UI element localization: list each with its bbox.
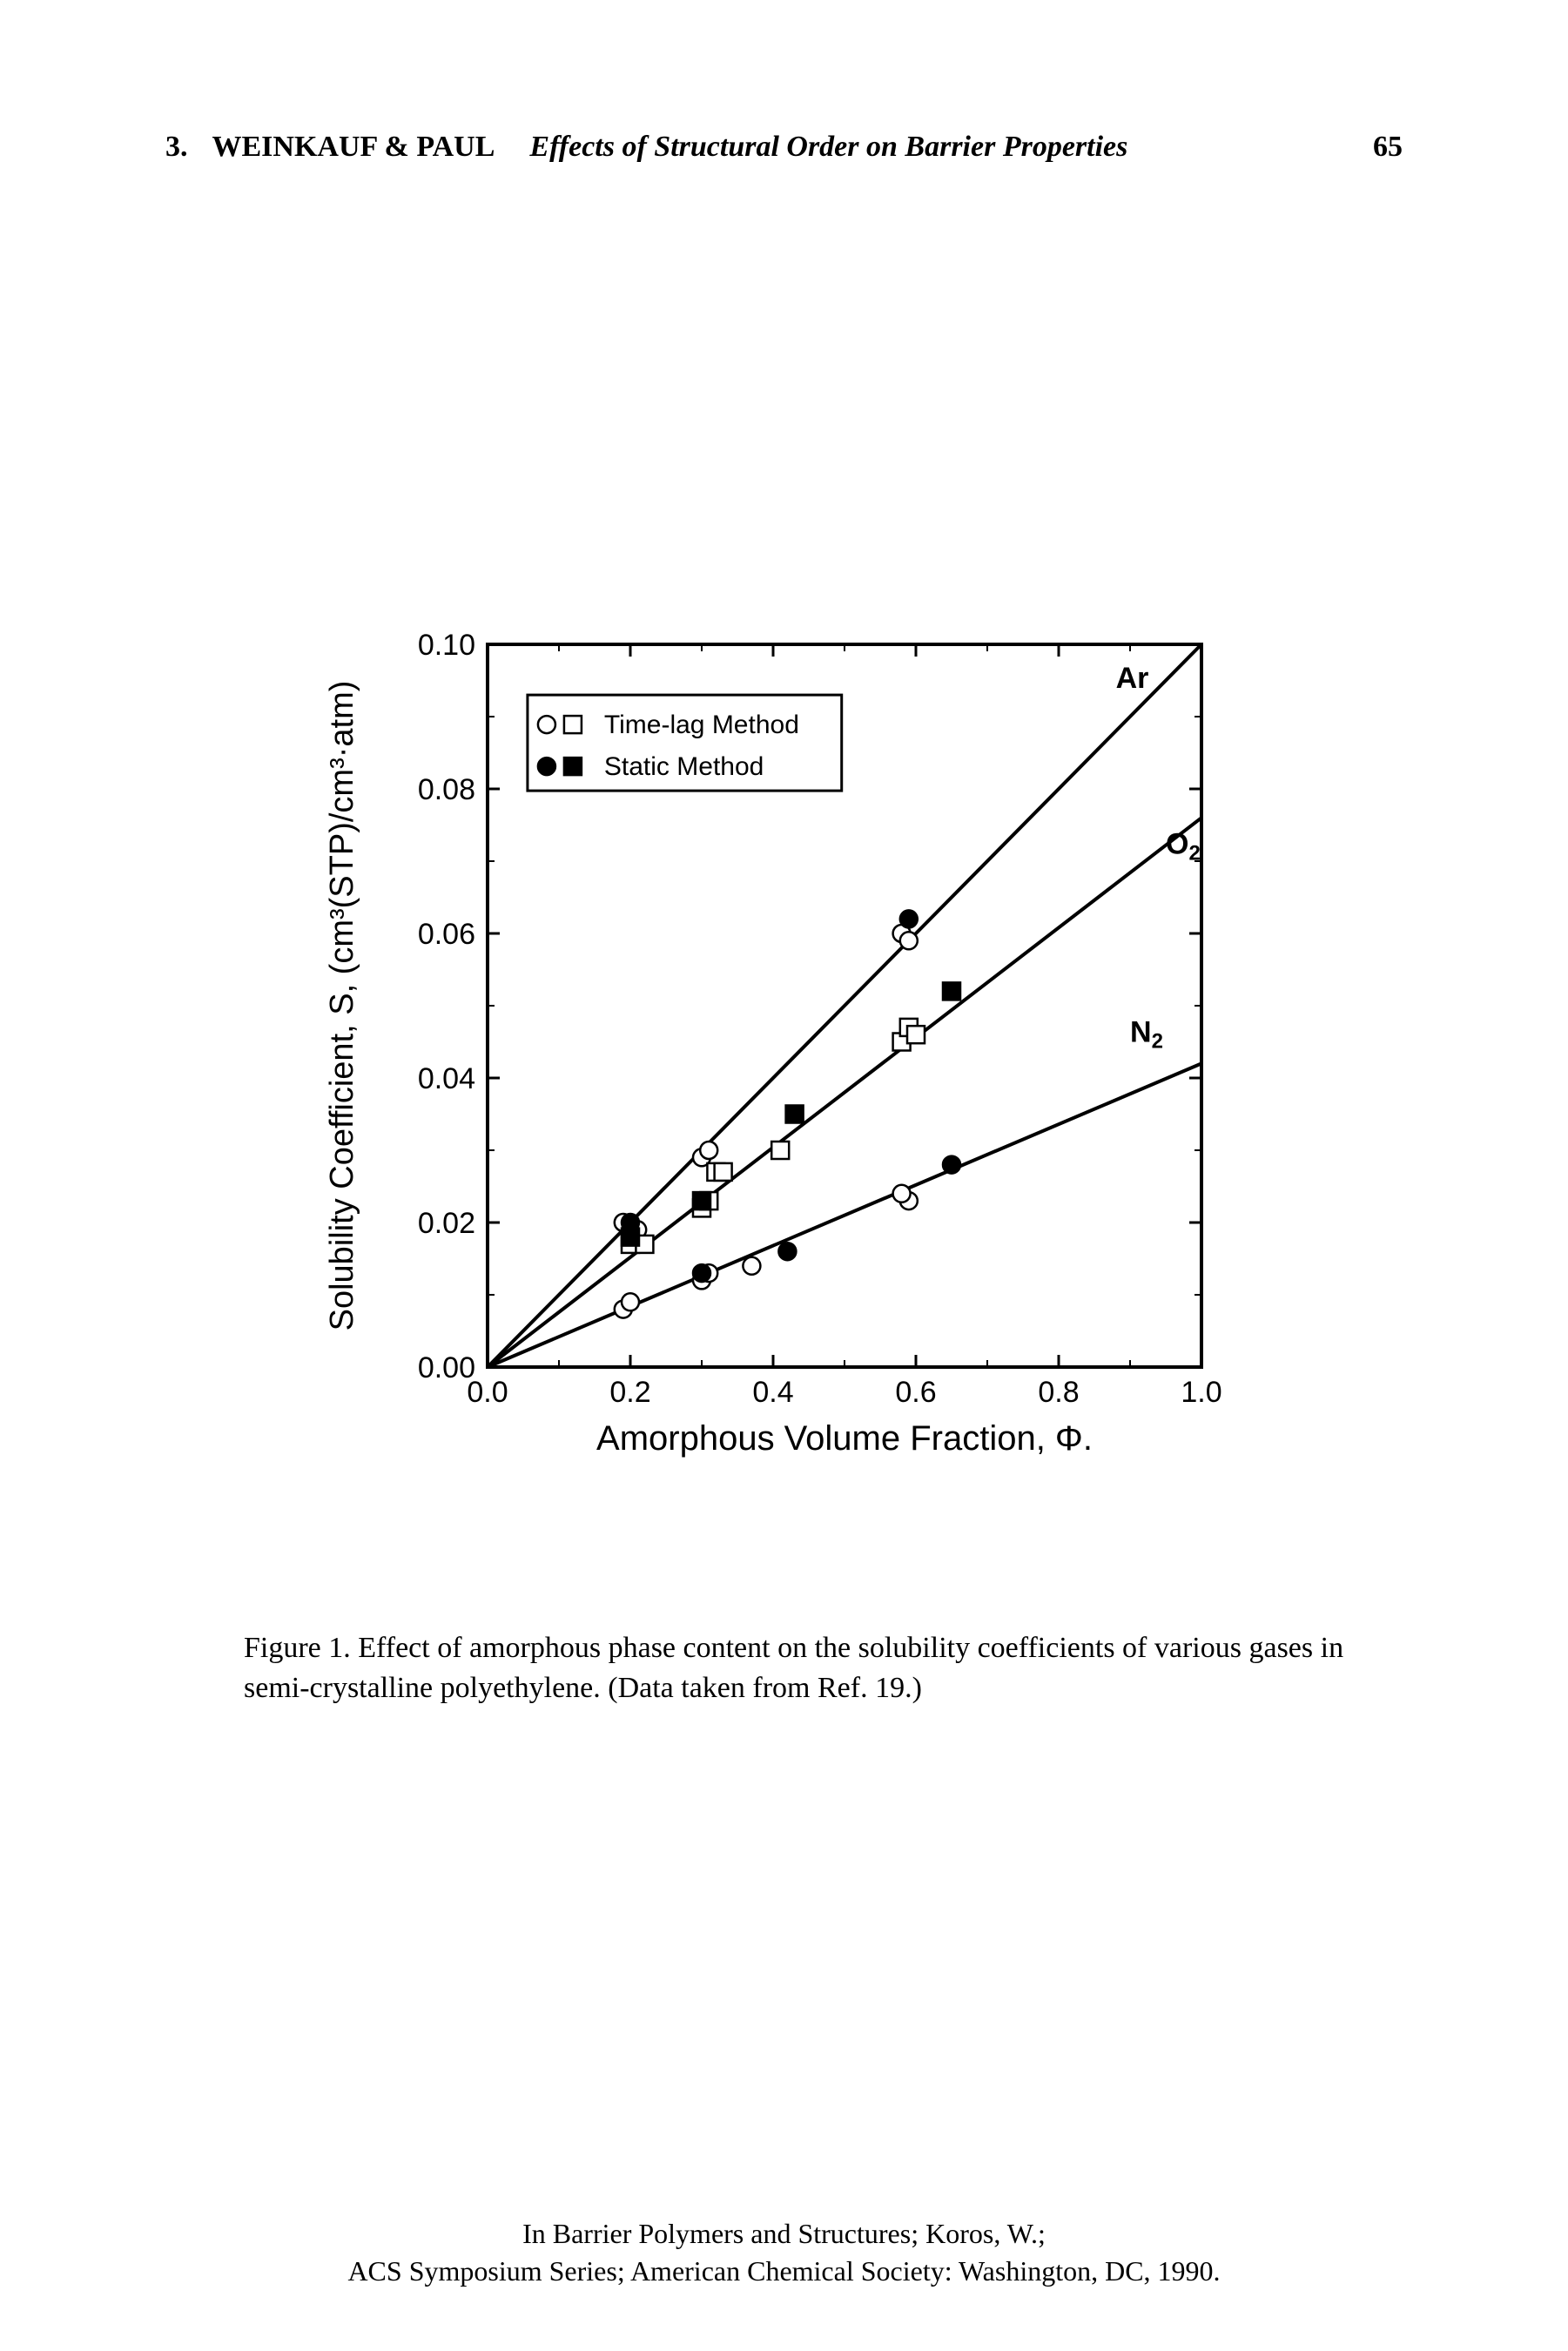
svg-text:0.6: 0.6	[895, 1376, 936, 1409]
svg-text:0.04: 0.04	[418, 1062, 475, 1095]
svg-text:Amorphous Volume Fraction, Φ.: Amorphous Volume Fraction, Φ.	[596, 1419, 1093, 1458]
svg-text:0.00: 0.00	[418, 1351, 475, 1384]
footer-line-2: ACS Symposium Series; American Chemical …	[0, 2253, 1568, 2290]
running-header: 3. WEINKAUF & PAUL Effects of Structural…	[165, 131, 1403, 164]
svg-text:0.02: 0.02	[418, 1207, 475, 1240]
svg-text:Solubility Coefficient, S, (cm: Solubility Coefficient, S, (cm³(STP)/cm³…	[324, 681, 360, 1331]
svg-text:Static Method: Static Method	[604, 752, 764, 781]
svg-text:0.2: 0.2	[609, 1376, 650, 1409]
svg-text:1.0: 1.0	[1181, 1376, 1221, 1409]
svg-text:0.4: 0.4	[752, 1376, 793, 1409]
svg-text:0.8: 0.8	[1038, 1376, 1079, 1409]
running-title: Effects of Structural Order on Barrier P…	[529, 131, 1373, 164]
svg-text:O2: O2	[1166, 828, 1201, 866]
svg-text:0.08: 0.08	[418, 773, 475, 806]
svg-text:Time-lag Method: Time-lag Method	[604, 711, 799, 739]
svg-text:0.06: 0.06	[418, 918, 475, 951]
footer-line-1: In Barrier Polymers and Structures; Koro…	[0, 2215, 1568, 2253]
svg-text:0.10: 0.10	[418, 629, 475, 662]
figure-caption: Figure 1. Effect of amorphous phase cont…	[244, 1628, 1349, 1708]
authors: WEINKAUF & PAUL	[212, 131, 495, 164]
chapter-number: 3.	[165, 131, 188, 164]
solubility-chart: 0.00.20.40.60.81.00.000.020.040.060.080.…	[305, 610, 1262, 1550]
svg-text:N2: N2	[1130, 1016, 1163, 1054]
svg-text:Ar: Ar	[1116, 662, 1149, 695]
page-footer: In Barrier Polymers and Structures; Koro…	[0, 2215, 1568, 2290]
page-number: 65	[1373, 131, 1403, 164]
